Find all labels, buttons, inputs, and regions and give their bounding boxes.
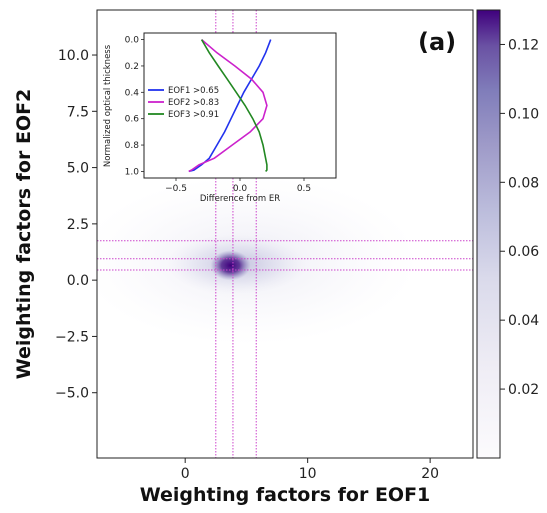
y-tick-label: −5.0 <box>55 386 89 402</box>
inset-y-tick-label: 1.0 <box>125 167 140 177</box>
colorbar-tick-label: 0.08 <box>508 175 539 191</box>
y-tick-label: 0.0 <box>67 273 89 289</box>
panel-label: (a) <box>418 28 456 56</box>
density-core <box>210 250 251 281</box>
legend-label: EOF2 >0.83 <box>168 98 219 108</box>
y-tick-label: 2.5 <box>67 217 89 233</box>
main-plot-frame <box>96 9 474 459</box>
inset-x-axis-label: Difference from ER <box>200 194 280 204</box>
density-cloud <box>97 175 419 346</box>
inset-x-tick-label: −0.5 <box>165 184 187 194</box>
inset-y-ticks: 0.0 0.2 0.4 0.6 0.8 1.0 <box>125 36 144 177</box>
colorbar-tick-label: 0.04 <box>508 313 539 329</box>
colorbar-ticks: 0.02 0.04 0.06 0.08 0.10 0.12 <box>500 37 539 398</box>
inset-y-tick-label: 0.0 <box>125 36 140 46</box>
inset-y-tick-label: 0.2 <box>125 62 139 72</box>
legend-label: EOF1 >0.65 <box>168 86 219 96</box>
main-x-axis-label: Weighting factors for EOF1 <box>140 484 431 506</box>
inset-series-lines <box>188 38 272 173</box>
y-tick-label: −2.5 <box>55 329 89 345</box>
colorbar-tick-label: 0.06 <box>508 244 539 260</box>
colorbar-tick-label: 0.12 <box>508 37 539 53</box>
main-y-axis-label: Weighting factors for EOF2 <box>13 89 35 380</box>
inset-legend: EOF1 >0.65 EOF2 >0.83 EOF3 >0.91 <box>148 86 219 120</box>
main-y-ticks: −5.0 −2.5 0.0 2.5 5.0 7.5 10.0 <box>55 48 97 402</box>
inset-y-tick-label: 0.6 <box>125 115 140 125</box>
inset-y-tick-label: 0.8 <box>125 141 140 151</box>
inset-x-tick-label: 0.5 <box>297 184 311 194</box>
x-tick-label: 10 <box>299 466 317 482</box>
colorbar-tick-label: 0.02 <box>508 382 539 398</box>
y-tick-label: 5.0 <box>67 161 89 177</box>
inset-x-tick-label: 0.0 <box>233 184 248 194</box>
inset-series-line <box>188 38 268 173</box>
inset-y-tick-label: 0.4 <box>125 88 140 98</box>
x-tick-label: 20 <box>421 466 439 482</box>
inset-y-axis-label: Normalized optical thickness <box>103 44 113 167</box>
reference-lines <box>97 10 473 458</box>
y-tick-label: 7.5 <box>67 104 89 120</box>
inset-plot: −0.5 0.0 0.5 0.0 0.2 0.4 0.6 0.8 1.0 Difference… <box>103 32 337 204</box>
inset-series-line <box>200 39 268 172</box>
inset-x-ticks: −0.5 0.0 0.5 <box>165 178 311 194</box>
main-x-ticks: 0 10 20 <box>181 458 439 482</box>
legend-label: EOF3 >0.91 <box>168 110 219 120</box>
colorbar-tick-label: 0.10 <box>508 106 539 122</box>
inset-series-line <box>188 39 272 173</box>
y-tick-label: 10.0 <box>58 48 89 64</box>
inset-plot-area <box>143 32 337 179</box>
colorbar <box>476 9 501 459</box>
x-tick-label: 0 <box>181 466 190 482</box>
